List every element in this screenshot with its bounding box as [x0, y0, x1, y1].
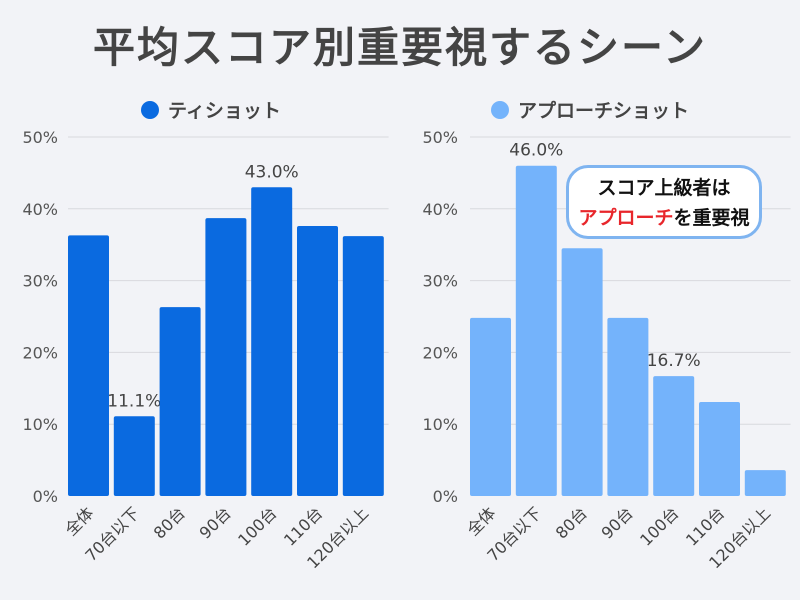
bar [159, 307, 201, 496]
bar [561, 248, 603, 496]
x-tick-label: 80台 [150, 503, 189, 542]
bar [205, 218, 247, 496]
bar [297, 226, 338, 497]
y-tick-label: 20% [422, 343, 458, 362]
x-tick-label: 90台 [598, 503, 637, 542]
legend-label: アプローチショット [518, 99, 689, 122]
bar [744, 470, 786, 496]
y-tick-label: 30% [422, 272, 458, 291]
x-tick-label: 全体 [61, 503, 97, 539]
data-label: 46.0% [509, 141, 563, 161]
bar [653, 376, 695, 496]
bar [251, 187, 293, 496]
y-tick-label: 50% [422, 128, 458, 147]
bar [515, 165, 557, 496]
legend-marker [491, 101, 509, 119]
y-tick-label: 10% [422, 415, 458, 434]
callout-rest: を重要視 [673, 207, 750, 229]
bar [342, 236, 384, 497]
bar [470, 317, 511, 496]
x-tick-label: 全体 [463, 503, 499, 539]
y-tick-label: 40% [422, 200, 458, 219]
y-tick-label: 10% [22, 415, 58, 434]
data-label: 16.7% [647, 351, 701, 371]
legend-label: ティショット [168, 100, 281, 122]
x-tick-label: 100台 [636, 503, 682, 549]
callout-line1: スコア上級者は [597, 177, 731, 199]
bar [607, 317, 649, 496]
chart-title: 平均スコア別重要視するシーン [93, 23, 707, 72]
bar [113, 416, 155, 496]
callout-highlight: アプローチ [578, 207, 674, 229]
y-tick-label: 40% [22, 200, 58, 219]
data-label: 11.1% [107, 391, 161, 411]
x-tick-label: 80台 [552, 503, 591, 542]
y-tick-label: 0% [433, 487, 458, 506]
y-tick-label: 20% [22, 343, 58, 362]
callout-box: スコア上級者は アプローチを重要視 [566, 165, 762, 239]
y-tick-label: 30% [22, 272, 58, 291]
y-tick-label: 0% [33, 487, 58, 506]
y-tick-label: 50% [22, 128, 58, 147]
data-label: 43.0% [245, 162, 299, 182]
bar [699, 401, 740, 496]
x-tick-label: 100台 [234, 503, 280, 549]
legend-marker [141, 101, 159, 119]
callout-line2: アプローチを重要視 [569, 203, 759, 233]
x-tick-label: 90台 [196, 503, 235, 542]
bar [68, 235, 109, 496]
